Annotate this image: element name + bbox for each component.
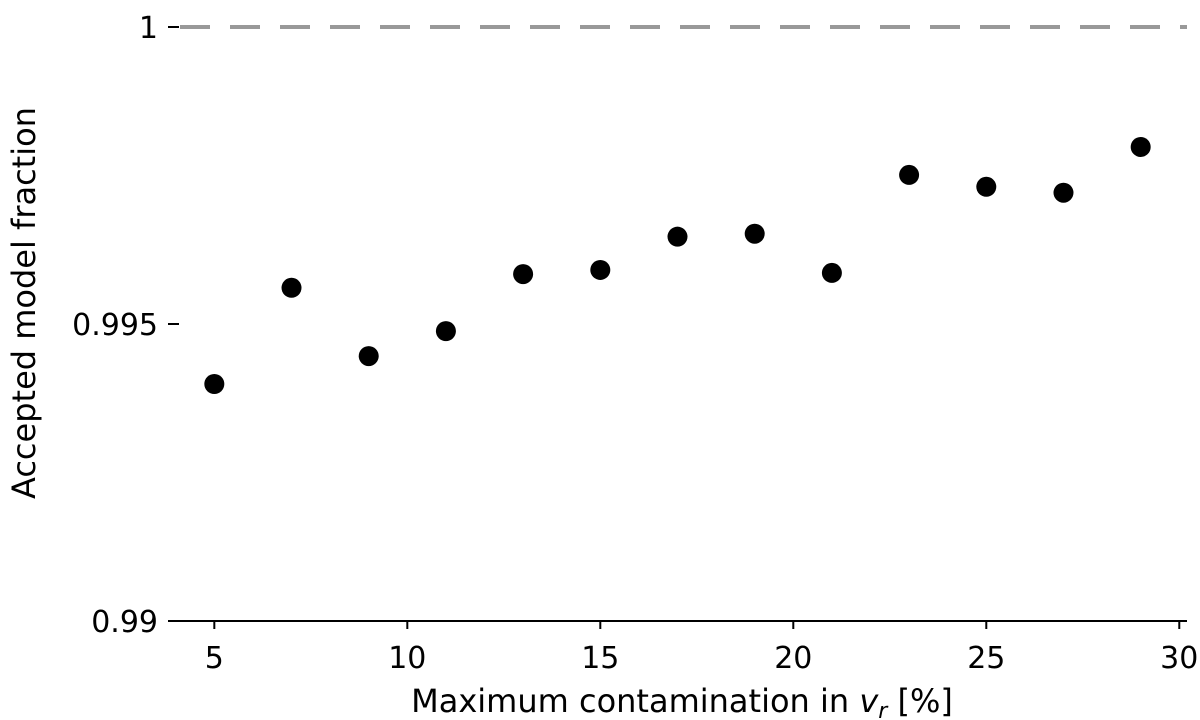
y-tick-label: 0.995 bbox=[72, 308, 158, 343]
data-point bbox=[899, 164, 920, 185]
data-point bbox=[435, 321, 456, 342]
x-axis-label-main: Maximum contamination in bbox=[411, 682, 859, 720]
x-tick-label: 5 bbox=[205, 641, 224, 676]
x-tick-label: 10 bbox=[388, 641, 426, 676]
x-axis-label-unit: [%] bbox=[887, 682, 953, 720]
x-axis-label-var: v bbox=[859, 682, 879, 720]
data-point bbox=[821, 262, 842, 283]
x-tick-label: 25 bbox=[967, 641, 1005, 676]
x-tick-label: 20 bbox=[774, 641, 812, 676]
data-point bbox=[281, 277, 302, 298]
data-point bbox=[1130, 136, 1151, 157]
data-point bbox=[667, 226, 688, 247]
data-point bbox=[590, 259, 611, 280]
data-point bbox=[513, 264, 534, 285]
x-tick-label: 15 bbox=[581, 641, 619, 676]
data-point bbox=[976, 176, 997, 197]
data-points bbox=[204, 136, 1151, 394]
x-axis-label: Maximum contamination in vr [%] bbox=[411, 682, 953, 720]
y-tick-label: 0.99 bbox=[91, 605, 158, 640]
data-point bbox=[744, 223, 765, 244]
y-tick-label: 1 bbox=[139, 11, 158, 46]
data-point bbox=[358, 346, 379, 367]
axes: 5 10 15 20 25 30 0.99 0.995 1 bbox=[72, 11, 1198, 676]
y-axis-label: Accepted model fraction bbox=[5, 107, 43, 499]
x-tick-label: 30 bbox=[1160, 641, 1198, 676]
data-point bbox=[1053, 182, 1074, 203]
x-axis-label-sub: r bbox=[878, 699, 889, 720]
data-point bbox=[204, 373, 225, 394]
